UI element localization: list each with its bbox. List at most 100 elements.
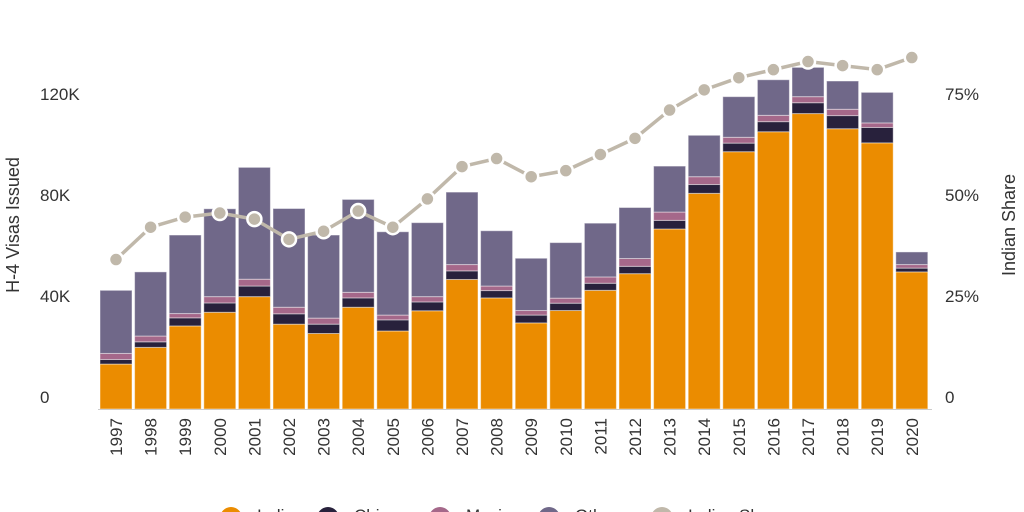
legend-swatch-china — [318, 507, 338, 512]
share-point-2016 — [765, 61, 782, 78]
bar-mexico-2017 — [791, 96, 825, 104]
bar-india-2013 — [653, 228, 687, 410]
bar-india-2003 — [307, 333, 341, 410]
bar-mexico-2000 — [203, 296, 237, 304]
legend-swatch-india — [221, 507, 241, 512]
x-tick-label: 2009 — [522, 418, 541, 456]
bar-other-2000 — [203, 208, 237, 298]
share-point-2009 — [522, 168, 540, 185]
bar-india-2002 — [272, 323, 306, 410]
bar-mexico-2005 — [376, 314, 410, 321]
bar-india-2020 — [895, 271, 929, 410]
share-point-2014 — [695, 81, 713, 99]
bar-india-2010 — [549, 310, 583, 410]
bar-india-2007 — [445, 278, 479, 410]
x-tick-label: 1997 — [107, 418, 126, 456]
x-tick-label: 2011 — [591, 418, 610, 455]
x-tick-label: 2019 — [868, 418, 887, 456]
bar-mexico-2015 — [722, 136, 756, 144]
share-point-2000 — [211, 204, 229, 222]
left-tick-label: 40K — [40, 287, 71, 306]
bar-china-2006 — [410, 301, 444, 312]
bar-india-2004 — [341, 306, 375, 410]
left-tick-label: 80K — [40, 186, 71, 205]
share-point-2006 — [419, 190, 436, 208]
share-point-2017 — [799, 53, 817, 70]
legend-swatch-mexico — [430, 507, 450, 512]
bar-mexico-2001 — [237, 278, 271, 287]
x-tick-label: 2018 — [834, 418, 853, 456]
share-point-2002 — [280, 231, 298, 248]
bar-india-2008 — [480, 297, 514, 410]
bar-china-2019 — [860, 126, 894, 144]
bar-india-2017 — [791, 113, 825, 410]
legend-swatch-other — [539, 507, 559, 512]
bar-mexico-1997 — [99, 352, 133, 361]
bar-mexico-2014 — [687, 176, 721, 186]
bar-mexico-2008 — [480, 285, 514, 292]
bar-mexico-2004 — [341, 291, 375, 299]
bar-china-2004 — [341, 297, 375, 308]
bar-china-1998 — [134, 341, 168, 348]
left-tick-label: 0 — [40, 388, 49, 407]
bar-china-2008 — [480, 290, 514, 299]
x-tick-label: 2004 — [349, 418, 368, 456]
share-point-2003 — [315, 222, 332, 240]
bar-china-2007 — [445, 270, 479, 280]
bar-china-2009 — [514, 314, 548, 324]
bar-other-2012 — [618, 207, 652, 260]
bar-other-2003 — [307, 234, 341, 319]
bar-mexico-2002 — [272, 306, 306, 315]
share-point-2012 — [626, 130, 644, 147]
bar-mexico-2007 — [445, 264, 479, 272]
bar-china-2011 — [583, 282, 617, 291]
bar-india-2011 — [583, 289, 617, 410]
left-axis-ticks: 0 40K 80K 120K 160K — [40, 0, 80, 407]
right-tick-label: 75% — [945, 85, 979, 104]
bar-mexico-1998 — [134, 335, 168, 343]
x-tick-label: 2015 — [730, 418, 749, 456]
bar-india-2005 — [376, 330, 410, 410]
x-tick-label: 2006 — [418, 418, 437, 456]
bar-india-2009 — [514, 322, 548, 410]
bar-china-2014 — [687, 184, 721, 194]
share-point-1997 — [107, 251, 125, 268]
bar-china-2015 — [722, 142, 756, 153]
bar-mexico-2018 — [826, 108, 860, 117]
bar-other-1999 — [168, 234, 202, 315]
bar-china-2010 — [549, 302, 583, 312]
bar-china-1999 — [168, 317, 202, 327]
bar-china-2001 — [237, 285, 271, 298]
x-tick-label: 2020 — [903, 418, 922, 456]
share-point-2018 — [834, 57, 851, 74]
x-tick-label: 2002 — [280, 418, 299, 456]
bar-other-2008 — [480, 230, 514, 287]
bar-china-2002 — [272, 313, 306, 325]
bar-india-2001 — [237, 296, 271, 410]
x-tick-label: 2005 — [384, 418, 403, 456]
bar-other-2018 — [826, 80, 860, 110]
share-point-2013 — [661, 101, 678, 119]
bar-china-2017 — [791, 102, 825, 115]
share-point-2007 — [453, 158, 471, 175]
bar-other-2014 — [687, 134, 721, 178]
bar-china-2013 — [653, 219, 687, 230]
bar-other-2016 — [756, 79, 790, 116]
share-point-2011 — [592, 146, 609, 163]
legend-label: Indian Share — [688, 506, 784, 512]
left-tick-label: 160K — [40, 0, 80, 3]
share-point-2008 — [488, 150, 505, 167]
x-tick-label: 1998 — [142, 418, 161, 456]
bar-china-2003 — [307, 323, 341, 335]
right-axis-ticks: 0 25% 50% 75% 100% — [945, 0, 988, 407]
bar-mexico-2011 — [583, 276, 617, 284]
x-tick-label: 2012 — [626, 418, 645, 456]
bar-china-2005 — [376, 319, 410, 332]
right-axis-title: Indian Share — [999, 174, 1019, 276]
legend: India China Mexico Other Indian Share — [221, 506, 784, 512]
bar-other-1997 — [99, 289, 133, 354]
bar-other-2011 — [583, 222, 617, 278]
bar-india-2006 — [410, 310, 444, 410]
legend-label: China — [354, 506, 399, 512]
bar-mexico-2012 — [618, 258, 652, 267]
